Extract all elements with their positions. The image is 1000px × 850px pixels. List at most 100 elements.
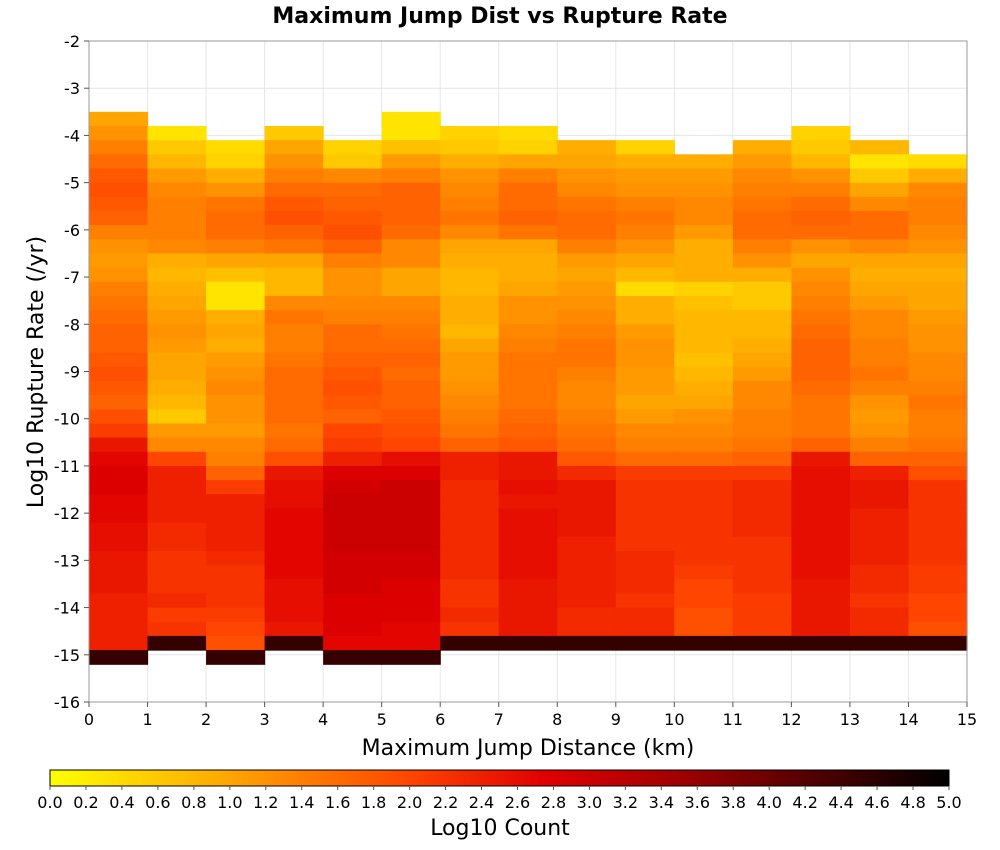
heatmap-cell bbox=[89, 480, 149, 495]
colorbar-tick-label: 4.0 bbox=[756, 793, 781, 812]
heatmap-cell bbox=[206, 565, 266, 580]
heatmap-cell bbox=[89, 352, 149, 368]
heatmap-cell bbox=[557, 140, 617, 155]
heatmap-cell bbox=[674, 522, 734, 538]
heatmap-cell bbox=[381, 140, 441, 155]
heatmap-cell bbox=[264, 423, 324, 439]
heatmap-cell bbox=[615, 267, 675, 283]
heatmap-cell bbox=[498, 267, 558, 283]
heatmap-cell bbox=[908, 210, 968, 226]
heatmap-cell bbox=[557, 579, 617, 594]
heatmap-cell bbox=[791, 267, 851, 283]
heatmap-cell bbox=[498, 154, 558, 170]
heatmap-cell bbox=[498, 494, 558, 510]
heatmap-cell bbox=[147, 182, 207, 198]
heatmap-cell bbox=[323, 565, 383, 580]
heatmap-cell bbox=[89, 579, 149, 594]
heatmap-cell bbox=[440, 338, 500, 354]
heatmap-cell bbox=[89, 324, 149, 340]
heatmap-cell bbox=[674, 295, 734, 311]
heatmap-cell bbox=[381, 154, 441, 170]
heatmap-cell bbox=[147, 395, 207, 410]
heatmap-cell bbox=[381, 168, 441, 184]
y-tick-label: -6 bbox=[64, 221, 80, 240]
heatmap-cell bbox=[381, 565, 441, 580]
heatmap-cell bbox=[206, 366, 266, 382]
heatmap-cell bbox=[89, 182, 149, 198]
heatmap-cell bbox=[323, 267, 383, 283]
heatmap-cell bbox=[498, 366, 558, 382]
heatmap-cells bbox=[89, 111, 968, 665]
heatmap-cell bbox=[440, 579, 500, 594]
heatmap-cell bbox=[498, 550, 558, 566]
heatmap-cell bbox=[440, 154, 500, 170]
heatmap-cell bbox=[498, 125, 558, 141]
heatmap-cell bbox=[440, 125, 500, 141]
heatmap-cell bbox=[264, 310, 324, 325]
heatmap-cell bbox=[89, 281, 149, 297]
heatmap-cell bbox=[89, 295, 149, 311]
y-tick-label: -15 bbox=[54, 646, 80, 665]
heatmap-cell bbox=[498, 225, 558, 240]
heatmap-cell bbox=[206, 210, 266, 226]
heatmap-cell bbox=[615, 310, 675, 325]
heatmap-cell bbox=[908, 522, 968, 538]
heatmap-cell bbox=[791, 522, 851, 538]
heatmap-cell bbox=[557, 225, 617, 240]
heatmap-cell bbox=[791, 395, 851, 410]
heatmap-cell bbox=[440, 239, 500, 255]
heatmap-cell bbox=[732, 621, 792, 637]
heatmap-cell bbox=[381, 451, 441, 467]
heatmap-cell bbox=[323, 310, 383, 325]
heatmap-cell bbox=[147, 352, 207, 368]
heatmap-cell bbox=[440, 593, 500, 609]
heatmap-cell bbox=[557, 465, 617, 481]
heatmap-cell bbox=[615, 451, 675, 467]
heatmap-cell bbox=[615, 395, 675, 410]
heatmap-cell bbox=[381, 621, 441, 637]
heatmap-cell bbox=[791, 366, 851, 382]
heatmap-cell bbox=[732, 451, 792, 467]
heatmap-cell bbox=[147, 253, 207, 269]
heatmap-cell bbox=[674, 395, 734, 410]
colorbar bbox=[49, 769, 950, 787]
heatmap-cell bbox=[381, 423, 441, 439]
x-tick-label: 4 bbox=[318, 710, 328, 729]
heatmap-cell bbox=[498, 451, 558, 467]
heatmap-cell bbox=[323, 210, 383, 226]
heatmap-cell bbox=[732, 338, 792, 354]
colorbar-tick-label: 1.0 bbox=[217, 793, 242, 812]
heatmap-cell bbox=[791, 253, 851, 269]
heatmap-cell bbox=[440, 310, 500, 325]
y-tick-label: -12 bbox=[54, 504, 80, 523]
heatmap-cell bbox=[264, 168, 324, 184]
heatmap-cell bbox=[381, 635, 441, 651]
y-tick-label: -8 bbox=[64, 315, 80, 334]
heatmap-cell bbox=[732, 494, 792, 510]
heatmap-cell bbox=[557, 409, 617, 425]
x-tick-label: 14 bbox=[898, 710, 918, 729]
heatmap-cell bbox=[381, 395, 441, 410]
heatmap-cell bbox=[440, 423, 500, 439]
heatmap-cell bbox=[440, 451, 500, 467]
heatmap-cell bbox=[849, 380, 910, 396]
heatmap-cell bbox=[557, 593, 617, 609]
heatmap-cell bbox=[557, 295, 617, 311]
heatmap-cell bbox=[147, 310, 207, 325]
x-tick-label: 13 bbox=[840, 710, 860, 729]
heatmap-cell bbox=[615, 253, 675, 269]
heatmap-cell bbox=[498, 239, 558, 255]
heatmap-cell bbox=[791, 182, 851, 198]
heatmap-cell bbox=[498, 395, 558, 410]
heatmap-cell bbox=[206, 437, 266, 453]
heatmap-cell bbox=[323, 451, 383, 467]
heatmap-cell bbox=[908, 395, 968, 410]
heatmap-cell bbox=[615, 210, 675, 226]
heatmap-cell bbox=[147, 338, 207, 354]
colorbar-tick-label: 5.0 bbox=[936, 793, 961, 812]
heatmap-cell bbox=[440, 196, 500, 212]
heatmap-cell bbox=[440, 395, 500, 410]
heatmap-cell bbox=[732, 210, 792, 226]
heatmap-cell bbox=[147, 125, 207, 141]
